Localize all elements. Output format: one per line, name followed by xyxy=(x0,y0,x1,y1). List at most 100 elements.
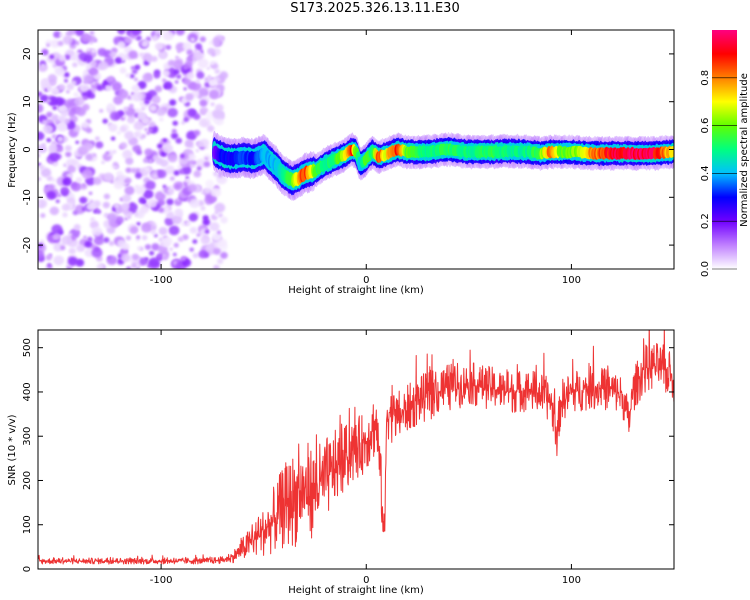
noise-blob xyxy=(119,125,127,133)
noise-blob xyxy=(191,82,202,91)
noise-blob xyxy=(41,119,48,125)
noise-blob xyxy=(38,154,41,158)
noise-blob xyxy=(196,141,204,148)
noise-blob xyxy=(192,160,197,165)
noise-blob xyxy=(182,234,189,241)
noise-blob xyxy=(75,176,83,183)
noise-blob xyxy=(151,243,160,251)
noise-blob xyxy=(187,153,196,161)
noise-blob xyxy=(73,224,81,231)
y-tick-label: 300 xyxy=(22,427,33,446)
noise-blob xyxy=(200,235,211,245)
noise-blob xyxy=(174,183,181,189)
noise-blob xyxy=(149,250,155,256)
noise-blob xyxy=(67,165,77,174)
noise-blob xyxy=(185,176,189,180)
noise-blob xyxy=(216,230,222,235)
noise-blob xyxy=(206,66,211,70)
noise-blob xyxy=(126,266,132,269)
noise-blob xyxy=(73,96,85,107)
noise-blob xyxy=(96,209,102,214)
noise-blob xyxy=(85,153,93,161)
noise-blob xyxy=(116,239,126,248)
noise-blob xyxy=(115,216,124,225)
noise-blob xyxy=(169,176,175,181)
noise-blob xyxy=(47,74,58,83)
noise-blob xyxy=(86,202,95,211)
noise-blob xyxy=(150,229,157,235)
noise-blob xyxy=(83,235,87,239)
noise-blob xyxy=(134,172,142,179)
noise-blob xyxy=(112,80,117,85)
noise-blob xyxy=(124,36,132,44)
noise-blob xyxy=(52,233,61,241)
noise-blob xyxy=(44,78,48,82)
noise-blob xyxy=(165,44,172,50)
noise-blob xyxy=(199,36,207,43)
noise-blob xyxy=(59,33,64,37)
noise-blob xyxy=(214,202,226,213)
noise-blob xyxy=(196,71,205,79)
noise-blob xyxy=(192,239,198,244)
noise-blob xyxy=(107,75,115,83)
noise-blob xyxy=(108,123,118,132)
noise-blob xyxy=(78,52,89,61)
noise-blob xyxy=(196,233,201,237)
noise-blob xyxy=(181,121,186,125)
noise-blob xyxy=(162,30,174,41)
noise-blob xyxy=(53,162,58,167)
noise-blob xyxy=(135,185,146,195)
noise-blob xyxy=(79,83,90,93)
noise-blob xyxy=(157,169,167,179)
snr-line xyxy=(38,330,674,565)
spectrogram-y-label: Frequency (Hz) xyxy=(7,112,18,188)
noise-blob xyxy=(125,73,130,78)
noise-blob xyxy=(213,109,225,120)
noise-blob xyxy=(199,107,209,115)
x-tick-label: 100 xyxy=(562,275,581,286)
noise-blob xyxy=(60,110,69,118)
noise-blob xyxy=(76,244,85,252)
noise-blob xyxy=(210,187,222,198)
noise-blob xyxy=(58,115,66,123)
noise-blob xyxy=(109,111,121,121)
noise-blob xyxy=(81,207,86,211)
noise-blob xyxy=(124,130,135,140)
noise-blob xyxy=(68,30,77,36)
noise-blob xyxy=(154,85,163,93)
noise-blob xyxy=(181,256,186,261)
noise-blob xyxy=(109,51,117,59)
noise-blob xyxy=(126,116,136,124)
noise-blob xyxy=(55,199,60,204)
noise-blob xyxy=(192,51,204,61)
noise-blob xyxy=(183,87,187,91)
snr-y-label: SNR (10 * v/v) xyxy=(7,414,18,485)
noise-blob xyxy=(128,50,138,59)
noise-blob xyxy=(57,122,68,132)
noise-blob xyxy=(196,166,202,171)
noise-blob xyxy=(162,138,168,143)
noise-blob xyxy=(45,254,52,261)
noise-blob xyxy=(158,226,168,236)
noise-blob xyxy=(79,196,88,204)
noise-blob xyxy=(192,252,199,259)
noise-blob xyxy=(52,105,58,111)
noise-blob xyxy=(68,247,76,255)
noise-blob xyxy=(212,197,216,201)
noise-blob xyxy=(91,247,103,258)
noise-blob xyxy=(209,221,220,232)
noise-blob xyxy=(46,43,50,47)
noise-blob xyxy=(187,108,197,118)
noise-blob xyxy=(84,240,93,248)
noise-blob xyxy=(82,95,88,101)
noise-blob xyxy=(134,132,140,137)
noise-blob xyxy=(120,253,131,263)
noise-blob xyxy=(130,167,137,173)
noise-blob xyxy=(156,107,166,117)
noise-blob xyxy=(88,191,93,195)
noise-blob xyxy=(46,111,53,118)
noise-blob xyxy=(125,157,134,165)
noise-blob xyxy=(131,84,140,93)
spectrogram-y-axis: 20 10 0 -10 -20 xyxy=(22,48,674,253)
